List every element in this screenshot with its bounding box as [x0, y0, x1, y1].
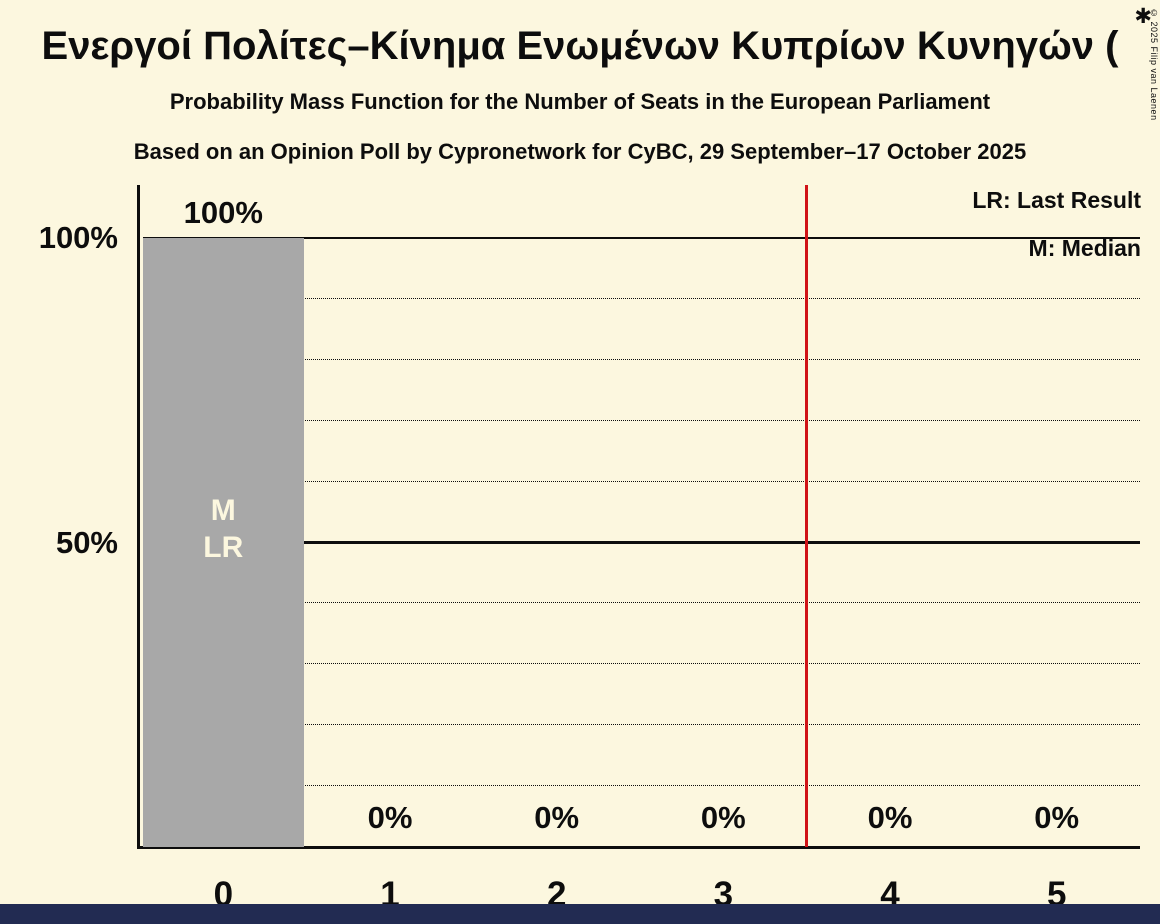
bar-value-label: 0% [367, 800, 413, 835]
copyright-notice: © 2025 Filip van Laenen [1149, 8, 1159, 121]
legend-last-result: LR: Last Result [972, 187, 1141, 213]
y-axis-line [137, 185, 140, 849]
bar-value-label: 100% [183, 195, 263, 230]
legend-median: M: Median [1028, 235, 1141, 261]
pmf-bar-0 [143, 238, 304, 847]
y-axis-tick-label: 100% [38, 220, 118, 255]
bar-value-label: 0% [534, 800, 580, 835]
gridline-minor [143, 358, 1140, 360]
gridline-minor [143, 602, 1140, 604]
gridline-minor [143, 663, 1140, 665]
gridline-major [143, 236, 1140, 240]
gridline-minor [143, 724, 1140, 726]
marker-line: LR [203, 531, 244, 564]
gridline-minor [143, 297, 1140, 299]
y-axis-tick-label: 50% [55, 524, 118, 560]
marker-line: M [210, 494, 236, 527]
bar-marker-labels: M LR [143, 492, 303, 566]
majority-line [805, 185, 808, 847]
x-axis-line [137, 846, 1140, 849]
bar-value-label: 0% [700, 800, 746, 835]
chart-title: Ενεργοί Πολίτες–Κίνημα Ενωμένων Κυπρίων … [41, 24, 1119, 68]
poll-source-line: Based on an Opinion Poll by Cypronetwork… [133, 139, 1027, 164]
gridline-minor [143, 480, 1140, 482]
gridline-minor [143, 785, 1140, 787]
chart-subtitle: Probability Mass Function for the Number… [169, 89, 991, 114]
gridline-major [143, 541, 1140, 544]
gridline-minor [143, 419, 1140, 421]
bar-value-label: 0% [867, 800, 913, 835]
footer-bar [0, 904, 1160, 924]
footnote-asterisk-icon: ✱ [1134, 5, 1152, 28]
bar-value-label: 0% [1034, 800, 1080, 835]
